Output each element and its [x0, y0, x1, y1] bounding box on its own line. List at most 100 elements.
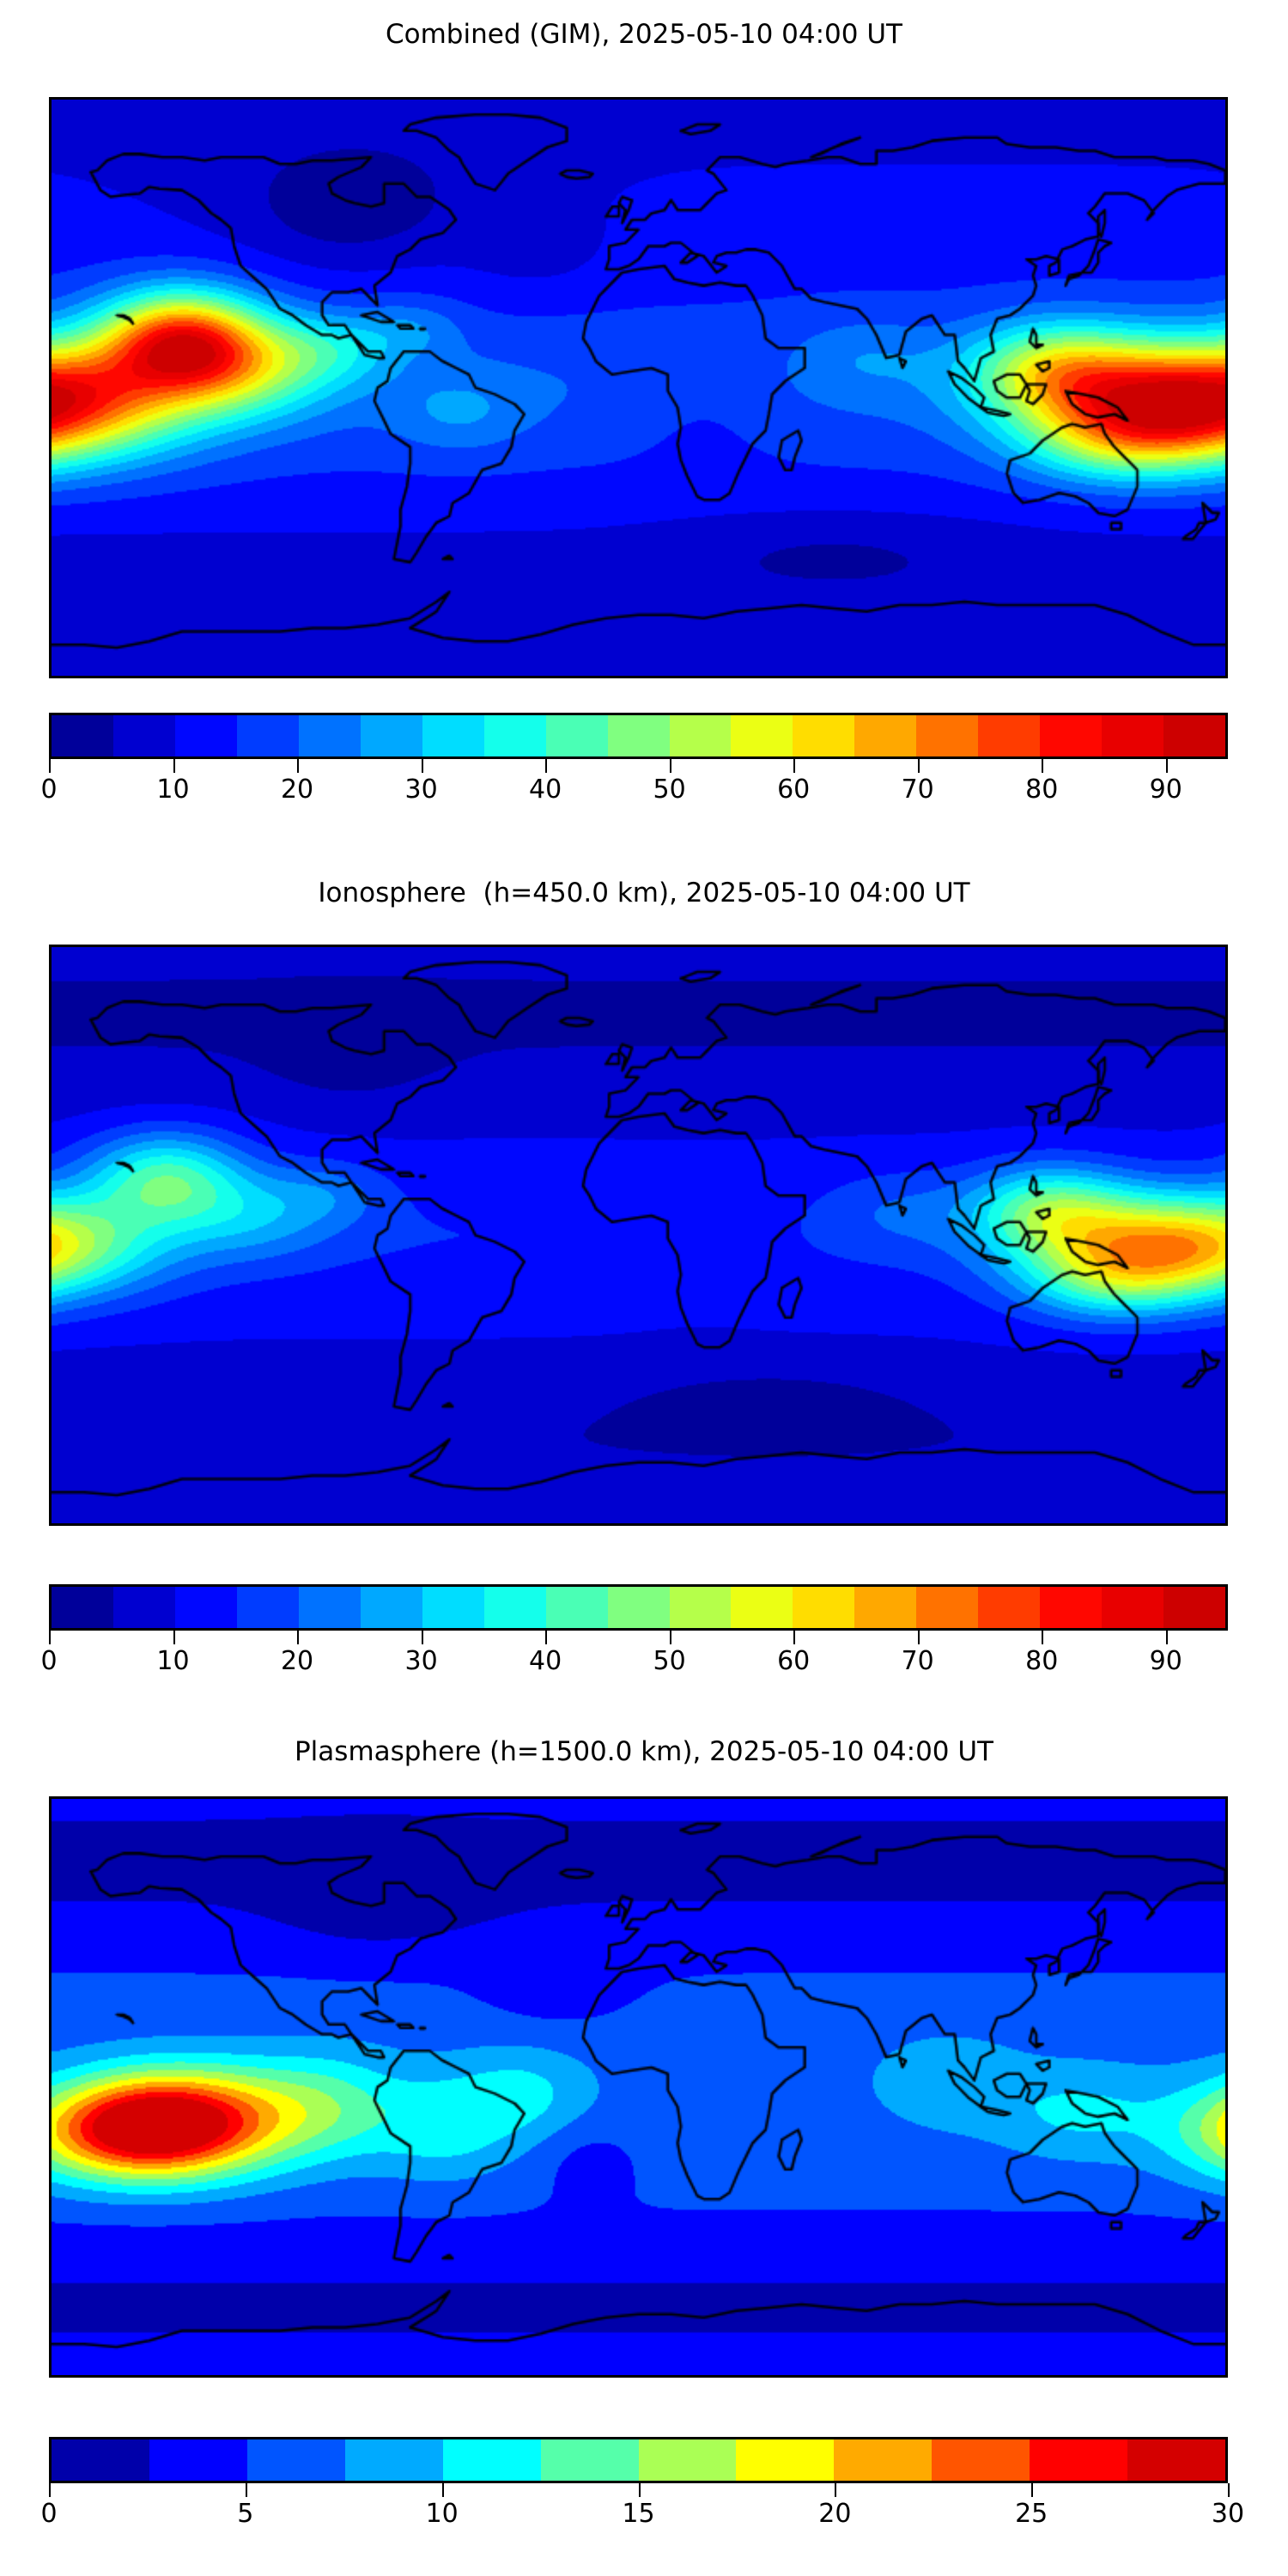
colorbar-tick: [793, 759, 796, 773]
colorbar-band: [174, 715, 237, 756]
colorbar-band: [112, 1587, 175, 1628]
colorbar-tick: [49, 1631, 51, 1644]
colorbar-tick-label: 50: [653, 1646, 686, 1676]
map-plasmasphere: [49, 1796, 1228, 2378]
colorbar-band: [669, 1587, 732, 1628]
colorbar-tick-label: 30: [1211, 2499, 1245, 2529]
colorbar-band: [793, 1587, 855, 1628]
colorbar-band: [236, 715, 299, 756]
colorbar-band: [1102, 715, 1164, 756]
colorbar-band: [360, 715, 422, 756]
colorbar-band: [112, 715, 175, 756]
colorbar-tick: [441, 2483, 444, 2497]
colorbar-tick-label: 0: [40, 775, 58, 805]
colorbar-band: [978, 715, 1041, 756]
colorbar-tick-label: 0: [40, 1646, 58, 1676]
colorbar-tick-label: 30: [404, 775, 438, 805]
colorbar-tick: [1042, 1631, 1044, 1644]
colorbar-tick-label: 40: [529, 775, 562, 805]
colorbar-band: [52, 1587, 113, 1628]
colorbar-band: [607, 1587, 670, 1628]
colorbar-band: [483, 1587, 546, 1628]
panel-combined: Combined (GIM), 2025-05-10 04:00 UT 0 10 2…: [0, 0, 1288, 859]
colorbar-tick: [421, 759, 423, 773]
colorbar-tick: [297, 759, 300, 773]
colorbar-tick-label: 50: [653, 775, 686, 805]
colorbar-band: [422, 1587, 484, 1628]
colorbar-tick: [173, 1631, 175, 1644]
colorbar-tick-label: 90: [1149, 1646, 1182, 1676]
colorbar-band: [483, 715, 546, 756]
colorbar-tick: [669, 759, 671, 773]
colorbar-combined: [49, 713, 1228, 759]
colorbar-tick-label: 15: [622, 2499, 655, 2529]
colorbar-tick: [1031, 2483, 1034, 2497]
colorbar-band: [236, 1587, 299, 1628]
map-canvas-combined: [52, 100, 1225, 676]
colorbar-band: [1127, 2439, 1225, 2481]
colorbar-tick: [49, 2483, 51, 2497]
colorbar-tick-label: 40: [529, 1646, 562, 1676]
colorbar-band: [52, 715, 113, 756]
colorbar-band: [149, 2439, 247, 2481]
colorbar-band: [360, 1587, 422, 1628]
colorbar-tick-label: 10: [156, 1646, 190, 1676]
colorbar-band: [669, 715, 732, 756]
panel-plasmasphere: Plasmasphere (h=1500.0 km), 2025-05-10 0…: [0, 1717, 1288, 2576]
map-canvas-ionosphere: [52, 947, 1225, 1523]
map-combined: [49, 97, 1228, 678]
colorbar-tick-label: 60: [777, 775, 811, 805]
colorbar-band: [731, 715, 793, 756]
colorbar-band: [854, 715, 917, 756]
colorbar-band: [174, 1587, 237, 1628]
colorbar-tick-label: 10: [156, 775, 190, 805]
colorbar-tick-label: 70: [901, 1646, 934, 1676]
panel-title-ionosphere: Ionosphere (h=450.0 km), 2025-05-10 04:0…: [318, 878, 970, 908]
colorbar-tick-label: 80: [1025, 1646, 1059, 1676]
colorbar-tick-label: 80: [1025, 775, 1059, 805]
colorbar-tick: [917, 759, 920, 773]
colorbar-band: [1040, 1587, 1103, 1628]
colorbar-tick-label: 30: [404, 1646, 438, 1676]
colorbar-band: [978, 1587, 1041, 1628]
panel-title-combined: Combined (GIM), 2025-05-10 04:00 UT: [386, 19, 902, 50]
colorbar-tick: [1165, 1631, 1168, 1644]
colorbar-band: [422, 715, 484, 756]
colorbar-band: [854, 1587, 917, 1628]
colorbar-band: [246, 2439, 345, 2481]
colorbar-tick-label: 60: [777, 1646, 811, 1676]
colorbar-band: [1102, 1587, 1164, 1628]
colorbar-band: [540, 2439, 639, 2481]
colorbar-band: [298, 1587, 361, 1628]
panel-ionosphere: Ionosphere (h=450.0 km), 2025-05-10 04:0…: [0, 859, 1288, 1717]
colorbar-tick-label: 90: [1149, 775, 1182, 805]
colorbar-band: [1030, 2439, 1128, 2481]
colorbar-tick-label: 0: [40, 2499, 58, 2529]
colorbar-tick: [545, 759, 548, 773]
colorbar-band: [52, 2439, 149, 2481]
colorbar-band: [736, 2439, 835, 2481]
colorbar-tick: [638, 2483, 641, 2497]
colorbar-band: [793, 715, 855, 756]
colorbar-tick-label: 20: [280, 775, 314, 805]
panel-title-plasmasphere: Plasmasphere (h=1500.0 km), 2025-05-10 0…: [294, 1736, 993, 1767]
colorbar-ticks-ionosphere: 0 10 20 30 40 50 60 70 80 90: [0, 1631, 1288, 1691]
colorbar-band: [298, 715, 361, 756]
colorbar-ticks-plasmasphere: 0 5 10 15 20 25 30: [0, 2483, 1288, 2543]
colorbar-tick-label: 70: [901, 775, 934, 805]
colorbar-tick: [297, 1631, 300, 1644]
colorbar-tick: [669, 1631, 671, 1644]
colorbar-ionosphere: [49, 1584, 1228, 1631]
colorbar-tick: [1228, 2483, 1230, 2497]
colorbar-band: [545, 1587, 608, 1628]
colorbar-band: [638, 2439, 737, 2481]
colorbar-tick: [49, 759, 51, 773]
colorbar-band: [1163, 715, 1225, 756]
colorbar-band: [545, 715, 608, 756]
colorbar-tick-label: 10: [425, 2499, 459, 2529]
colorbar-band: [607, 715, 670, 756]
colorbar-tick: [793, 1631, 796, 1644]
colorbar-tick: [421, 1631, 423, 1644]
colorbar-tick-label: 20: [280, 1646, 314, 1676]
